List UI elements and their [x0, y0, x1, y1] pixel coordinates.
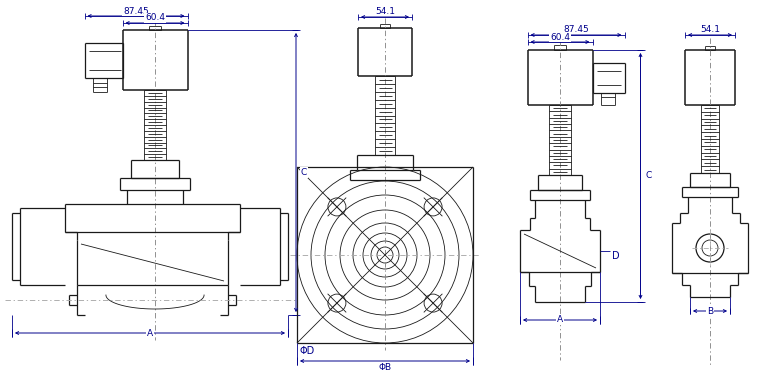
Text: C: C [645, 172, 651, 180]
Text: 60.4: 60.4 [550, 33, 570, 41]
Text: 54.1: 54.1 [375, 6, 395, 16]
Text: 60.4: 60.4 [145, 14, 165, 22]
Text: 54.1: 54.1 [700, 25, 720, 33]
Text: B: B [707, 307, 713, 315]
Text: 87.45: 87.45 [123, 6, 149, 16]
Text: C: C [301, 168, 307, 177]
Text: D: D [612, 251, 620, 261]
Text: A: A [147, 329, 153, 338]
Text: ΦB: ΦB [379, 363, 392, 373]
Text: A: A [557, 315, 563, 324]
Text: 87.45: 87.45 [563, 25, 589, 33]
Text: ΦD: ΦD [299, 346, 314, 356]
